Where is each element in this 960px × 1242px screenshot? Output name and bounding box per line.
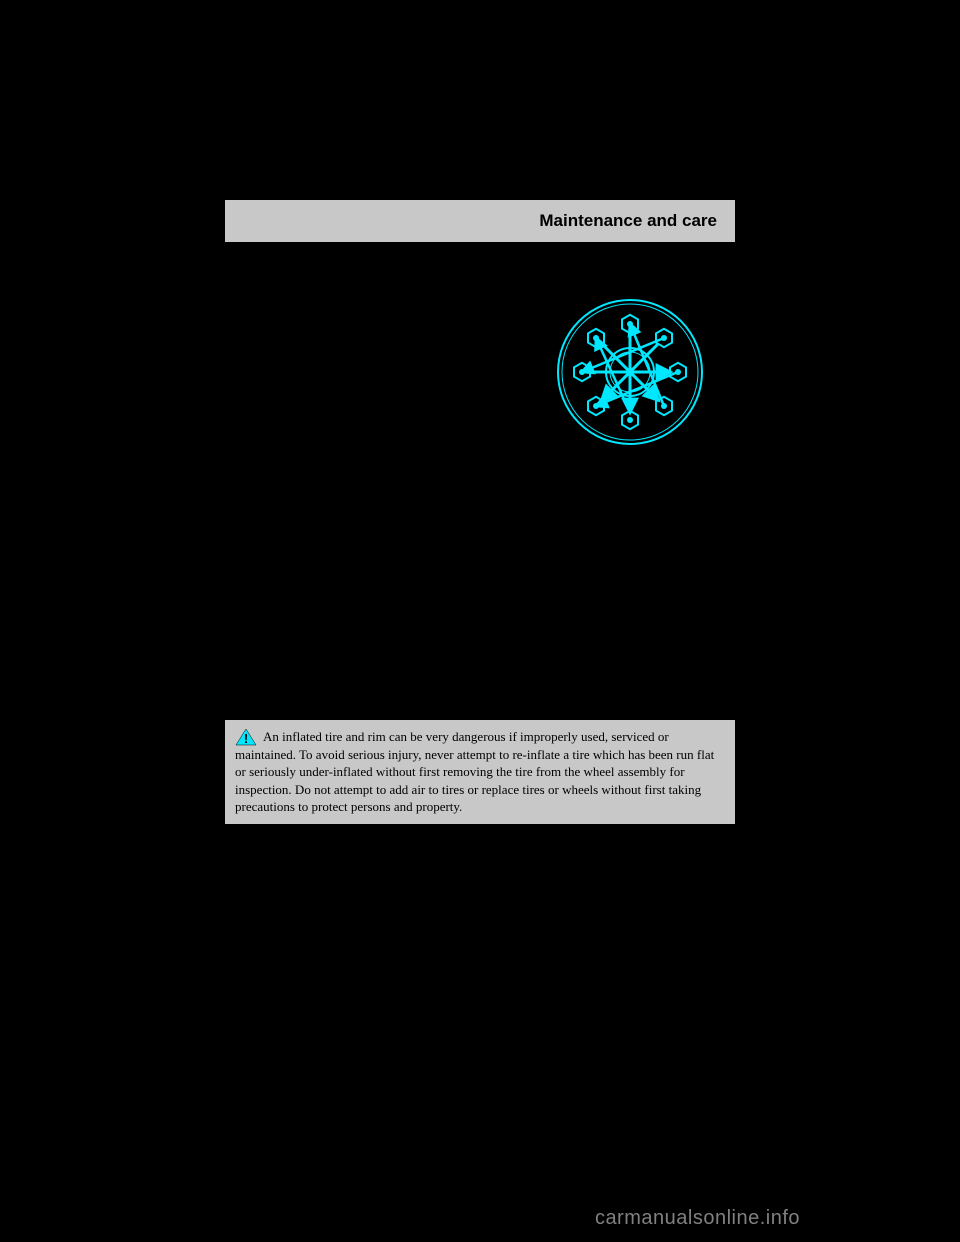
header-bar: Maintenance and care	[225, 200, 735, 242]
wheel-lug-diagram	[550, 292, 710, 452]
watermark-text: carmanualsonline.info	[595, 1207, 800, 1230]
warning-triangle-icon: !	[235, 728, 257, 746]
svg-text:!: !	[244, 731, 248, 746]
warning-text: An inflated tire and rim can be very dan…	[235, 728, 725, 816]
header-title: Maintenance and care	[539, 211, 717, 231]
warning-box: ! An inflated tire and rim can be very d…	[225, 720, 735, 824]
page-container: Maintenance and care	[225, 200, 735, 900]
content-area: ! An inflated tire and rim can be very d…	[225, 242, 735, 824]
wheel-svg	[550, 292, 710, 452]
